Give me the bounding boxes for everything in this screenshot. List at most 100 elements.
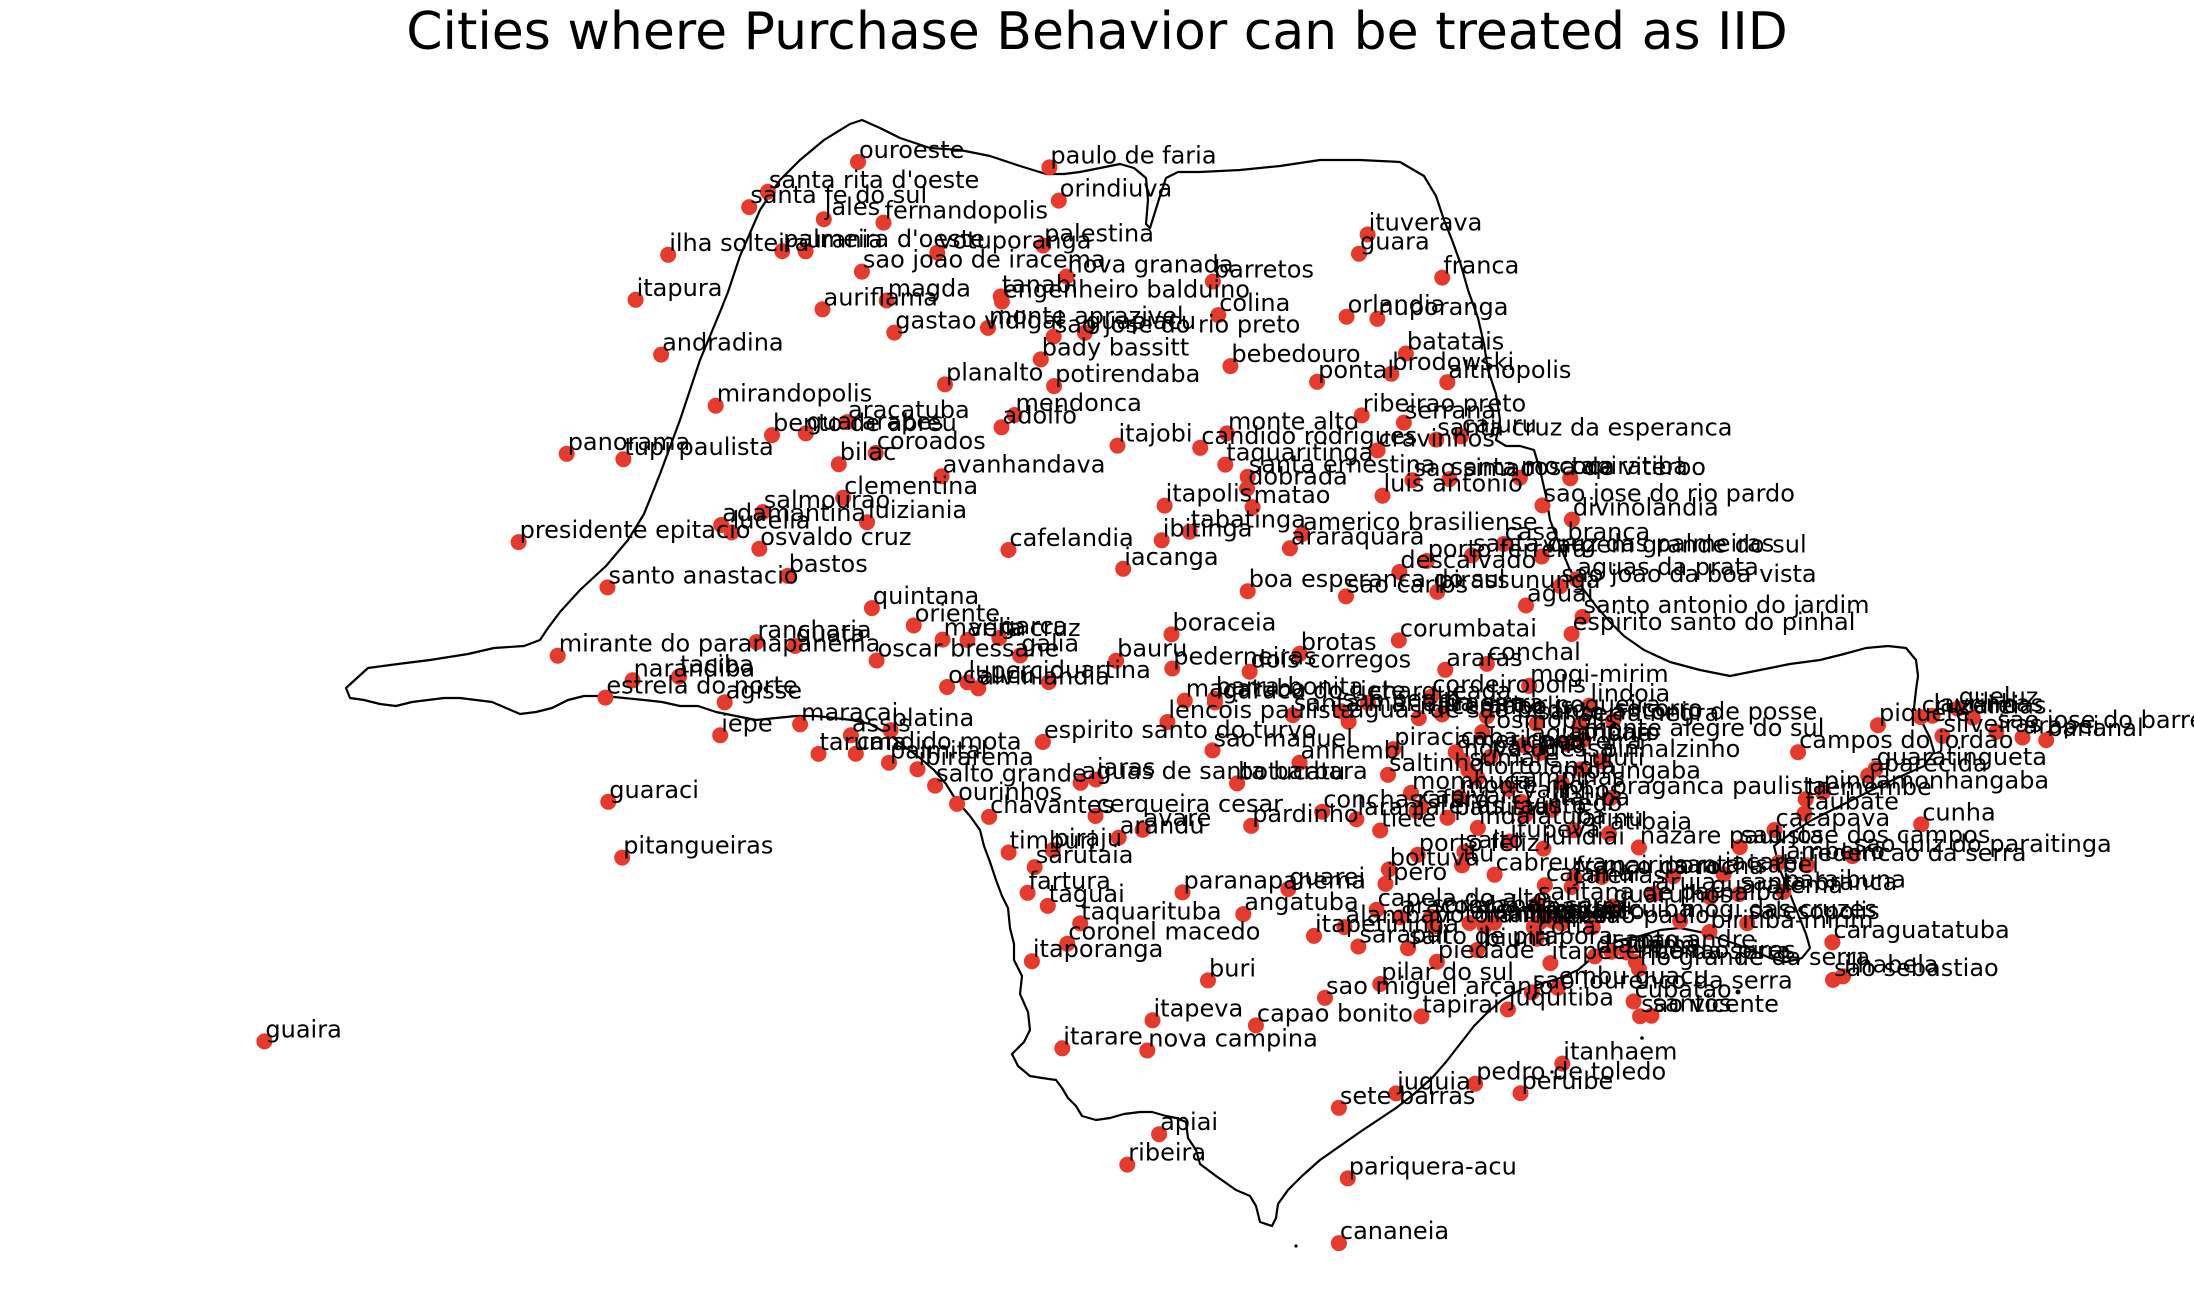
city-marker bbox=[1542, 955, 1559, 972]
city-label: sao joao de iracema bbox=[863, 246, 1106, 274]
city-marker bbox=[1339, 1170, 1356, 1187]
city-label: santa ernestina bbox=[1249, 451, 1436, 479]
city-marker bbox=[1309, 373, 1326, 390]
city-label: queluz bbox=[1959, 683, 2039, 711]
city-label: elias fausto bbox=[1449, 792, 1587, 820]
city-label: tremembe bbox=[1807, 773, 1932, 801]
city-marker bbox=[1665, 868, 1682, 885]
city-label: candido rodrigues bbox=[1201, 422, 1417, 450]
city-label: ipero bbox=[1387, 858, 1448, 886]
city-marker bbox=[1601, 825, 1617, 842]
city-marker bbox=[1478, 708, 1495, 725]
city-label: itu bbox=[1463, 839, 1494, 867]
city-label: pindamonhangaba bbox=[1824, 766, 2049, 794]
city-label: barueri bbox=[1546, 893, 1632, 921]
city-marker bbox=[660, 246, 677, 263]
city-label: paraibuna bbox=[1784, 866, 1906, 894]
city-marker bbox=[1456, 843, 1473, 860]
city-labels: ouroeste paulo de faria santa rita d'oeste… bbox=[265, 136, 2194, 1245]
city-label: paulinia bbox=[1492, 731, 1587, 759]
city-label: santa maria da serra bbox=[1294, 689, 1544, 717]
city-label: barretos bbox=[1214, 256, 1314, 284]
city-label: cajamar bbox=[1546, 859, 1643, 887]
city-label: cubatao bbox=[1635, 976, 1732, 1004]
city-label: itapecerica da serra bbox=[1551, 937, 1791, 965]
city-marker bbox=[1041, 159, 1058, 176]
city-marker bbox=[764, 427, 780, 444]
city-label: urania bbox=[807, 225, 883, 253]
city-label: pedreira bbox=[1541, 727, 1642, 755]
city-marker bbox=[1280, 881, 1297, 898]
city-marker bbox=[882, 722, 899, 739]
city-marker bbox=[1035, 237, 1052, 254]
city-label: itarare bbox=[1063, 1022, 1142, 1050]
city-label: bastos bbox=[789, 550, 868, 578]
city-marker bbox=[1528, 715, 1545, 732]
city-label: taciba bbox=[680, 651, 754, 679]
city-marker bbox=[1486, 866, 1503, 883]
city-label: sao jose dos campos bbox=[1741, 821, 1991, 849]
city-label: atibaia bbox=[1610, 808, 1692, 836]
city-marker bbox=[1390, 632, 1407, 649]
city-label: campinas bbox=[1509, 763, 1625, 791]
city-label: corumbatai bbox=[1400, 614, 1537, 642]
city-label: ribeirao pires bbox=[1637, 936, 1796, 964]
city-marker bbox=[1766, 822, 1783, 838]
city-label: oscar bressane bbox=[878, 635, 1060, 663]
city-label: tiete bbox=[1381, 805, 1436, 833]
city-marker bbox=[1912, 709, 1929, 725]
city-label: braganca paulista bbox=[1612, 772, 1828, 800]
city-marker bbox=[1593, 753, 1610, 770]
city-label: itapolis bbox=[1166, 480, 1253, 508]
city-label: capela do alto bbox=[1378, 884, 1548, 912]
city-marker bbox=[1338, 308, 1355, 325]
city-marker bbox=[1110, 829, 1127, 846]
city-label: espirito santo do pinhal bbox=[1573, 608, 1856, 636]
city-label: sao jose do rio pardo bbox=[1544, 479, 1795, 507]
city-marker bbox=[1474, 724, 1491, 741]
city-marker bbox=[1536, 877, 1553, 894]
city-label: sete barras bbox=[1340, 1082, 1476, 1110]
city-marker bbox=[1523, 984, 1540, 1001]
city-marker bbox=[937, 376, 953, 393]
city-label: brotas bbox=[1301, 628, 1377, 656]
city-marker bbox=[905, 617, 922, 634]
city-label: sao sebastiao bbox=[1834, 954, 1999, 982]
city-label: vera cruz bbox=[969, 614, 1081, 642]
city-marker bbox=[1176, 692, 1193, 709]
city-marker bbox=[1429, 583, 1446, 600]
city-marker bbox=[1529, 896, 1545, 913]
city-label: buri bbox=[1209, 954, 1256, 982]
city-marker bbox=[1533, 548, 1550, 565]
city-marker bbox=[741, 199, 758, 216]
city-label: pinhalzinho bbox=[1602, 735, 1740, 763]
city-marker bbox=[1164, 660, 1181, 677]
city-label: botucatu bbox=[1238, 757, 1345, 785]
city-label: santa fe do sul bbox=[750, 181, 927, 209]
city-label: maracai bbox=[801, 698, 898, 726]
city-label: aguas da prata bbox=[1577, 553, 1759, 581]
city-marker bbox=[1632, 1008, 1649, 1025]
city-marker bbox=[1281, 540, 1298, 557]
city-label: serrana bbox=[1405, 397, 1496, 425]
city-label: juquia bbox=[1396, 1067, 1471, 1095]
city-marker bbox=[1023, 953, 1040, 970]
city-label: nova campina bbox=[1148, 1025, 1318, 1053]
city-marker bbox=[1153, 532, 1170, 549]
city-label: jandira bbox=[1540, 896, 1624, 924]
city-label: caieiras bbox=[1573, 861, 1666, 889]
city-marker bbox=[1380, 861, 1397, 878]
city-marker bbox=[1340, 713, 1357, 730]
city-label: itapura bbox=[637, 274, 723, 302]
city-label: votuporanga bbox=[938, 227, 1091, 255]
city-label: embu guacu bbox=[1559, 962, 1709, 990]
city-marker bbox=[774, 243, 791, 260]
city-marker bbox=[949, 795, 966, 812]
city-label: altinopolis bbox=[1448, 356, 1571, 384]
city-label: panorama bbox=[568, 428, 691, 456]
city-label: redencao da serra bbox=[1808, 839, 2026, 867]
city-marker bbox=[1731, 839, 1748, 856]
city-label: cananeia bbox=[1340, 1217, 1449, 1245]
city-label: ituverava bbox=[1369, 209, 1483, 237]
city-label: paulo de faria bbox=[1050, 141, 1216, 169]
